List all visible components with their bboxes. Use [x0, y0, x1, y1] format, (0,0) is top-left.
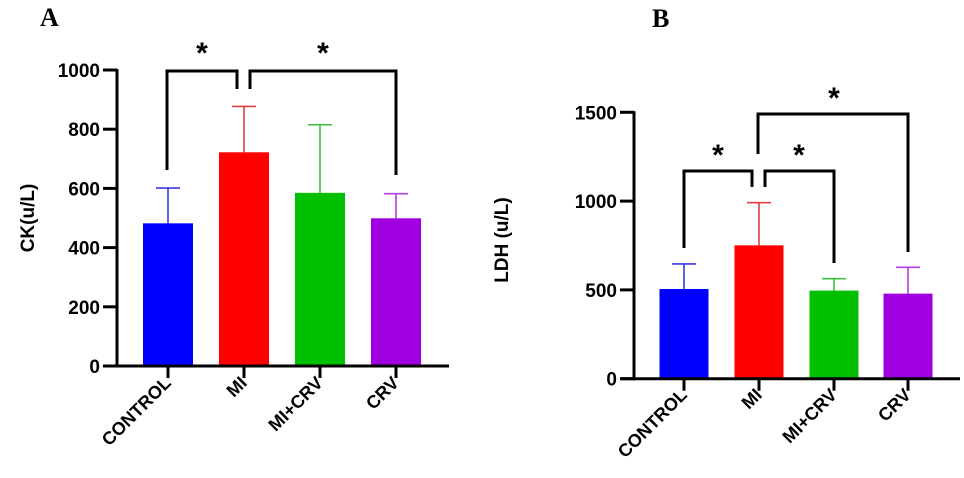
y-axis-title: CK(u/L) — [18, 184, 39, 253]
significance-bracket — [763, 169, 836, 263]
y-tick-label: 600 — [68, 179, 100, 200]
y-axis-title: LDH (u/L) — [492, 197, 513, 282]
y-tick-label: 1000 — [58, 61, 100, 82]
y-tick-label: 400 — [68, 239, 100, 260]
y-tick-label: 0 — [89, 357, 100, 378]
significance-star: * — [828, 82, 840, 115]
bar-mi-crv — [809, 290, 859, 379]
bar-mi-crv — [295, 192, 345, 366]
x-tick-label: MI — [223, 373, 251, 401]
x-tick-label: MI — [738, 385, 766, 413]
x-tick-label: MI+CRV — [778, 385, 840, 447]
significance-bracket — [682, 169, 754, 248]
x-tick-label: MI+CRV — [264, 373, 326, 435]
significance-bracket — [756, 112, 910, 252]
chart-panel-a: A CK(u/L) 0 200 400 600 800 1000 CONTROL MI MI+CRV… — [18, 3, 449, 450]
x-tick-label: CONTROL — [98, 373, 175, 450]
bar-mi — [734, 245, 784, 379]
x-tick-label: CRV — [874, 385, 915, 426]
panel-letter: B — [652, 4, 669, 33]
bar-mi — [219, 152, 269, 366]
significance-star: * — [712, 139, 724, 172]
y-tick-label: 500 — [585, 281, 617, 302]
bar-control — [659, 289, 709, 379]
x-tick-label: CRV — [362, 373, 403, 414]
significance-star: * — [317, 37, 329, 70]
y-tick-label: 1000 — [575, 192, 617, 213]
chart-panel-b: B LDH (u/L) 0 500 1000 1500 CONTROL MI MI+CRV CRV… — [492, 4, 960, 462]
y-tick-label: 0 — [606, 370, 617, 391]
significance-bracket — [165, 69, 239, 170]
bar-crv — [371, 218, 421, 366]
y-tick-label: 800 — [68, 120, 100, 141]
panel-letter: A — [40, 3, 59, 32]
significance-star: * — [793, 139, 805, 172]
significance-star: * — [196, 37, 208, 70]
bar-control — [143, 223, 193, 366]
y-tick-label: 1500 — [575, 103, 617, 124]
y-tick-label: 200 — [68, 298, 100, 319]
significance-bracket — [248, 69, 398, 175]
x-tick-label: CONTROL — [614, 385, 691, 462]
bar-crv — [883, 293, 933, 379]
